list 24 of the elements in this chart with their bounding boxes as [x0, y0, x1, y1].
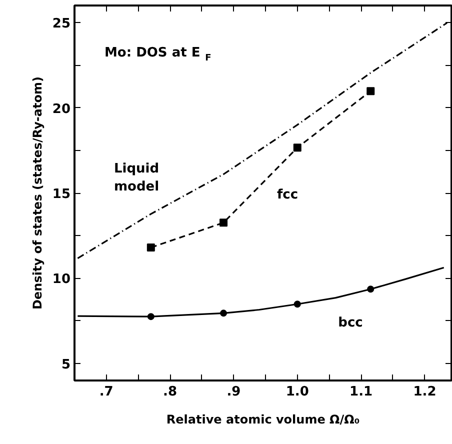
y-tick-label: 10 — [52, 272, 71, 288]
point — [146, 244, 155, 252]
x-axis-title: Relative atomic volume Ω/Ω₀ — [166, 412, 360, 426]
x-tick-label: 1.2 — [413, 384, 436, 400]
x-tick-label: .8 — [163, 384, 178, 400]
point — [294, 300, 301, 308]
x-tick-label: 1.0 — [286, 384, 309, 400]
point — [147, 313, 154, 320]
x-tick-label: .9 — [226, 384, 241, 400]
point — [220, 218, 228, 227]
point — [293, 144, 302, 152]
point — [366, 87, 375, 96]
point — [367, 286, 374, 293]
y-tick-label: 5 — [61, 357, 70, 372]
y-axis-title: Density of states (states/Ry-atom) — [30, 76, 44, 310]
annotation: fcc — [276, 188, 298, 202]
y-tick-label: 15 — [52, 187, 71, 202]
annotation: Liquid model — [114, 162, 160, 194]
point — [220, 310, 228, 317]
y-tick-label: 25 — [52, 16, 71, 32]
annotation: bcc — [338, 316, 363, 330]
x-tick-label: 1.1 — [350, 384, 373, 400]
x-tick-label: .7 — [99, 384, 114, 400]
y-tick-label: 20 — [52, 102, 71, 117]
